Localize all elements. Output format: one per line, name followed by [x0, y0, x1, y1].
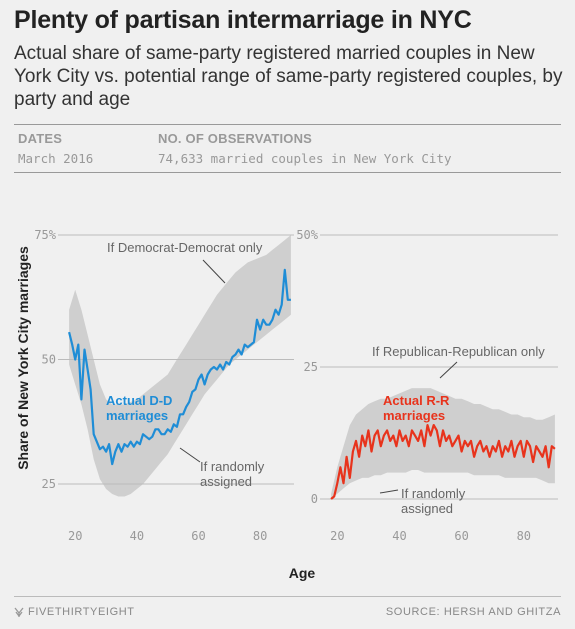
y-tick-label: 25	[42, 477, 56, 491]
x-tick-label: 60	[191, 529, 205, 543]
page-title: Plenty of partisan intermarriage in NYC	[14, 6, 472, 34]
range-band	[69, 235, 291, 497]
meta-bottom-rule	[14, 172, 561, 173]
band-bottom-label: If randomly assigned	[200, 459, 265, 489]
band-top-label: If Democrat-Democrat only	[107, 240, 263, 255]
charts-canvas: 75% 50 25 20 40 60 80 If Democrat-Democrat only…	[15, 228, 558, 581]
x-tick-label: 80	[517, 529, 531, 543]
republican-panel: 50% 25 0 20 40 60 80 If Republican-Republican o…	[296, 228, 558, 543]
x-tick-label: 40	[392, 529, 406, 543]
footer-rule	[14, 596, 561, 597]
fivethirtyeight-logo-icon	[14, 607, 24, 617]
band-bottom-label: If randomly assigned	[401, 486, 466, 516]
y-axis-label: Share of New York City marriages	[15, 246, 31, 470]
source-note: SOURCE: HERSH AND GHITZA	[385, 606, 561, 618]
band-top-label: If Republican-Republican only	[372, 344, 545, 359]
meta-top-rule	[14, 124, 561, 125]
x-tick-label: 20	[68, 529, 82, 543]
annotation-leader	[202, 259, 226, 284]
series-label: Actual D-D marriages	[106, 393, 172, 423]
y-tick-label: 25	[304, 360, 318, 374]
annotation-leader	[439, 361, 458, 379]
y-tick-label: 75%	[34, 228, 56, 242]
brand-name: FIVETHIRTYEIGHT	[28, 606, 135, 618]
y-tick-label: 50	[42, 353, 56, 367]
series-label: Actual R-R marriages	[383, 393, 450, 423]
brand: FIVETHIRTYEIGHT	[14, 606, 135, 618]
x-axis-label: Age	[289, 565, 316, 581]
range-band	[331, 388, 555, 499]
y-tick-label: 50%	[296, 228, 318, 242]
x-tick-label: 60	[454, 529, 468, 543]
dates-value: March 2016	[18, 151, 94, 166]
page-subtitle: Actual share of same-party registered ma…	[14, 43, 563, 110]
actual-series-line	[330, 424, 556, 500]
y-tick-label: 0	[311, 492, 318, 506]
annotation-leader	[179, 447, 201, 463]
x-tick-label: 20	[330, 529, 344, 543]
dates-header: DATES	[18, 131, 63, 146]
annotation-leader	[379, 489, 399, 494]
observations-header: NO. OF OBSERVATIONS	[158, 131, 313, 146]
x-tick-label: 40	[130, 529, 144, 543]
observations-value: 74,633 married couples in New York City	[158, 151, 452, 166]
actual-series-line	[68, 268, 291, 466]
democrat-panel: 75% 50 25 20 40 60 80 If Democrat-Democrat only…	[34, 228, 294, 543]
x-tick-label: 80	[253, 529, 267, 543]
